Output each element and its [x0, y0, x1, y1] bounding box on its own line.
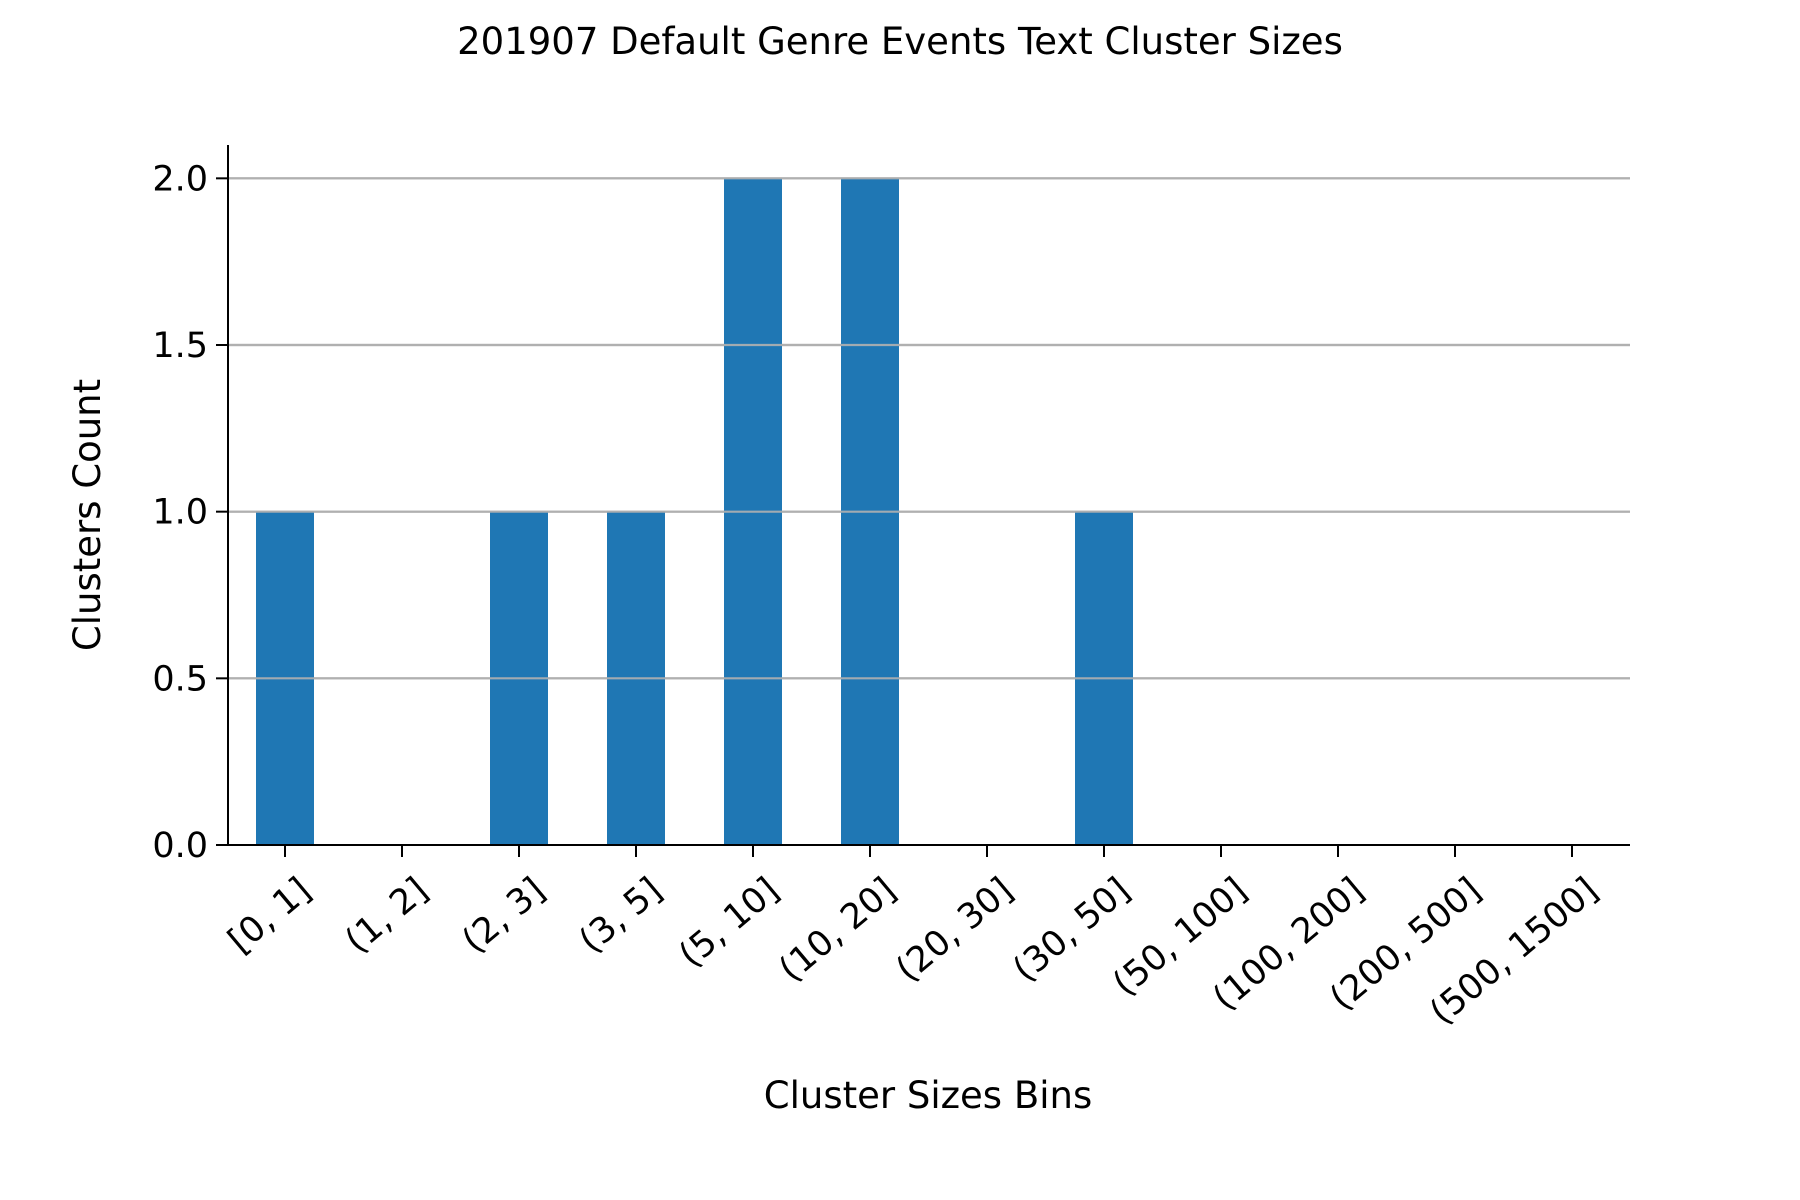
x-tick-label: (1, 2] — [338, 870, 436, 961]
x-axis-ticks: [0, 1] (1, 2] (2, 3] (3, 5] (5, 10](10, 20](… — [221, 845, 1606, 1033]
y-tick-label: 1.5 — [152, 326, 208, 366]
grid-lines — [228, 177, 1630, 680]
x-tick-label: [0, 1] — [221, 870, 319, 961]
y-tick-label: 2.0 — [152, 159, 208, 199]
axes — [227, 145, 1630, 846]
x-tick-label: (20, 30] — [889, 870, 1021, 990]
bars — [228, 177, 1630, 846]
x-tick-label: (10, 20] — [772, 870, 904, 990]
y-axis-ticks: 0.0 0.5 1.0 1.5 2.0 — [152, 159, 228, 866]
y-tick-label: 0.0 — [152, 826, 208, 866]
y-tick-label: 0.5 — [152, 659, 208, 699]
x-axis-title: Cluster Sizes Bins — [764, 1074, 1092, 1117]
chart-title: 201907 Default Genre Events Text Cluster… — [457, 20, 1343, 63]
y-axis-title: Clusters Count — [66, 379, 109, 651]
x-tick-label: (2, 3] — [455, 870, 553, 961]
x-tick-label: (3, 5] — [572, 870, 670, 961]
y-tick-label: 1.0 — [152, 493, 208, 533]
x-tick-label: (5, 10] — [672, 870, 787, 975]
